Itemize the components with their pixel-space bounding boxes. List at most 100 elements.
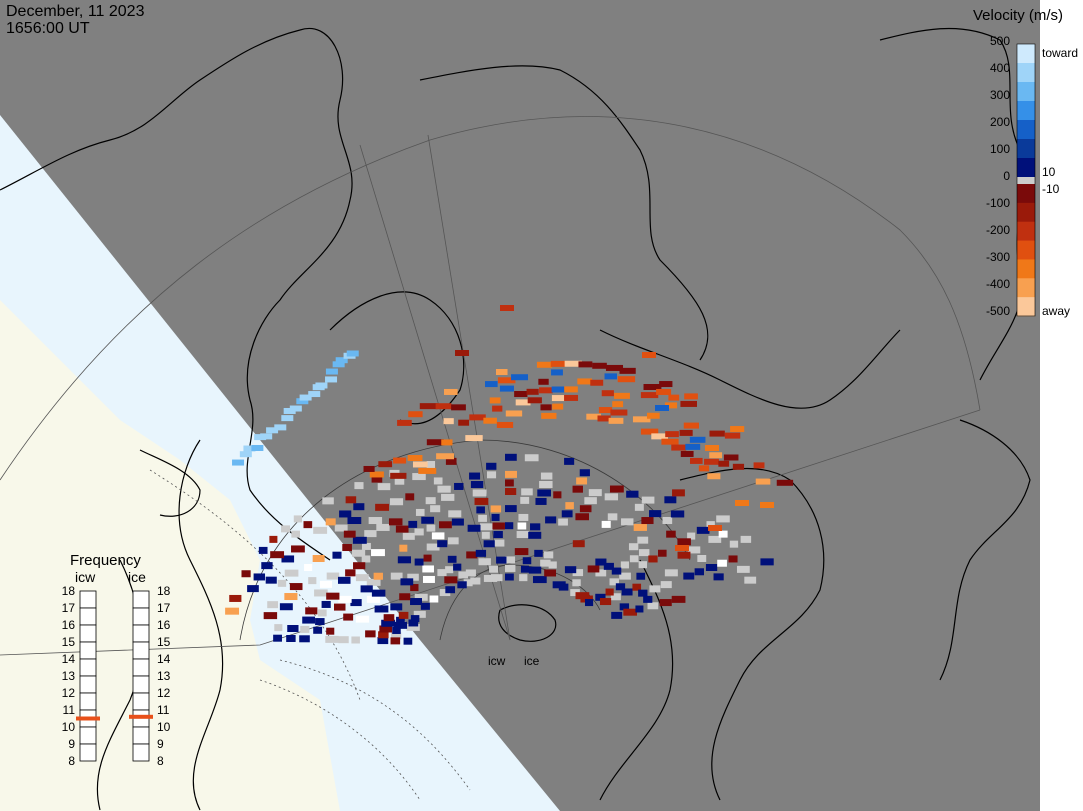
right-margin <box>1040 0 1083 811</box>
radar-cell <box>302 616 316 624</box>
radar-cell <box>361 555 371 563</box>
radar-cell <box>443 418 454 425</box>
frequency-bar-cell <box>132 692 150 711</box>
radar-cell <box>641 496 655 504</box>
radar-cell <box>299 394 312 401</box>
radar-cell <box>671 444 687 451</box>
radar-cell <box>687 532 696 540</box>
radar-cell <box>551 386 566 393</box>
radar-cell <box>655 405 669 411</box>
radar-cell <box>579 505 592 513</box>
radar-cell <box>457 581 467 589</box>
radar-cell <box>619 603 630 611</box>
radar-cell <box>388 518 403 526</box>
radar-cell <box>399 544 408 552</box>
radar-cell <box>363 465 375 472</box>
frequency-bar-cell <box>132 675 150 694</box>
radar-cell <box>675 545 689 551</box>
radar-cell <box>322 497 334 505</box>
radar-cell <box>718 530 728 538</box>
radar-cell <box>258 546 268 554</box>
radar-cell <box>263 612 278 620</box>
radar-cell <box>518 513 529 521</box>
radar-cell <box>662 517 673 525</box>
radar-cell <box>696 526 710 534</box>
frequency-tick-label: 8 <box>157 754 164 768</box>
frequency-bar-cell <box>79 692 97 711</box>
radar-cell <box>425 497 436 505</box>
radar-cell <box>505 573 514 581</box>
frequency-tick-label: 18 <box>62 584 76 598</box>
frequency-bar-cell <box>132 726 150 745</box>
radar-cell <box>536 361 553 368</box>
radar-cell <box>451 518 464 526</box>
radar-cell <box>351 549 366 557</box>
radar-cell <box>760 558 774 566</box>
radar-cell <box>247 585 259 593</box>
radar-cell <box>532 576 547 584</box>
radar-cell <box>269 535 278 543</box>
radar-cell <box>634 503 644 511</box>
radar-cell <box>551 369 563 376</box>
frequency-title: Frequency <box>70 552 141 569</box>
radar-cell <box>643 384 662 391</box>
radar-cell <box>520 496 530 504</box>
radar-cell <box>390 572 403 580</box>
radar-cell <box>317 609 327 617</box>
radar-cell <box>505 453 517 461</box>
radar-cell <box>526 388 539 395</box>
radar-cell <box>611 611 623 619</box>
radar-cell <box>433 477 443 485</box>
radar-cell <box>326 627 335 635</box>
radar-cell <box>558 583 569 591</box>
radar-cell <box>603 562 614 570</box>
radar-cell <box>321 600 331 608</box>
radar-cell <box>399 593 411 601</box>
frequency-bar-cell <box>132 658 150 677</box>
radar-cell <box>303 521 313 529</box>
radar-cell <box>486 471 497 479</box>
radar-cell <box>570 589 580 597</box>
radar-cell <box>641 517 654 525</box>
radar-cell <box>305 607 318 615</box>
radar-cell <box>679 429 693 436</box>
radar-cell <box>539 481 553 489</box>
radar-cell <box>709 452 723 459</box>
radar-cell <box>610 409 628 416</box>
velocity-tick-label: 0 <box>1003 169 1010 183</box>
radar-cell <box>308 577 317 585</box>
radar-cell <box>716 515 730 523</box>
frequency-bar-cell <box>79 726 97 745</box>
radar-cell <box>420 602 430 610</box>
radar-cell <box>592 362 607 369</box>
radar-cell <box>338 636 349 644</box>
radar-cell <box>486 462 497 470</box>
radar-cell <box>389 498 404 506</box>
radar-cell <box>564 566 577 574</box>
radar-cell <box>379 625 393 633</box>
radar-cell <box>629 555 639 563</box>
radar-cell <box>520 565 529 573</box>
radar-cell <box>537 489 551 497</box>
radar-cell <box>489 397 501 404</box>
radar-cell <box>543 551 554 559</box>
radar-cell <box>483 417 497 424</box>
radar-cell <box>405 493 415 501</box>
radar-cell <box>776 479 794 486</box>
radar-cell <box>463 579 473 587</box>
radar-cell <box>496 556 507 564</box>
frequency-tick-label: 10 <box>62 720 76 734</box>
radar-cell <box>326 572 340 580</box>
radar-cell <box>377 637 389 645</box>
radar-cell <box>541 412 557 419</box>
radar-cell <box>293 515 302 523</box>
radar-cell <box>528 566 542 574</box>
radar-cell <box>685 443 701 450</box>
velocity-color-box <box>1017 139 1035 159</box>
radar-cell <box>410 584 419 592</box>
velocity-color-box <box>1017 278 1035 298</box>
radar-cell <box>605 364 624 371</box>
radar-cell <box>572 540 585 548</box>
radar-cell <box>314 589 328 597</box>
radar-cell <box>414 593 428 601</box>
